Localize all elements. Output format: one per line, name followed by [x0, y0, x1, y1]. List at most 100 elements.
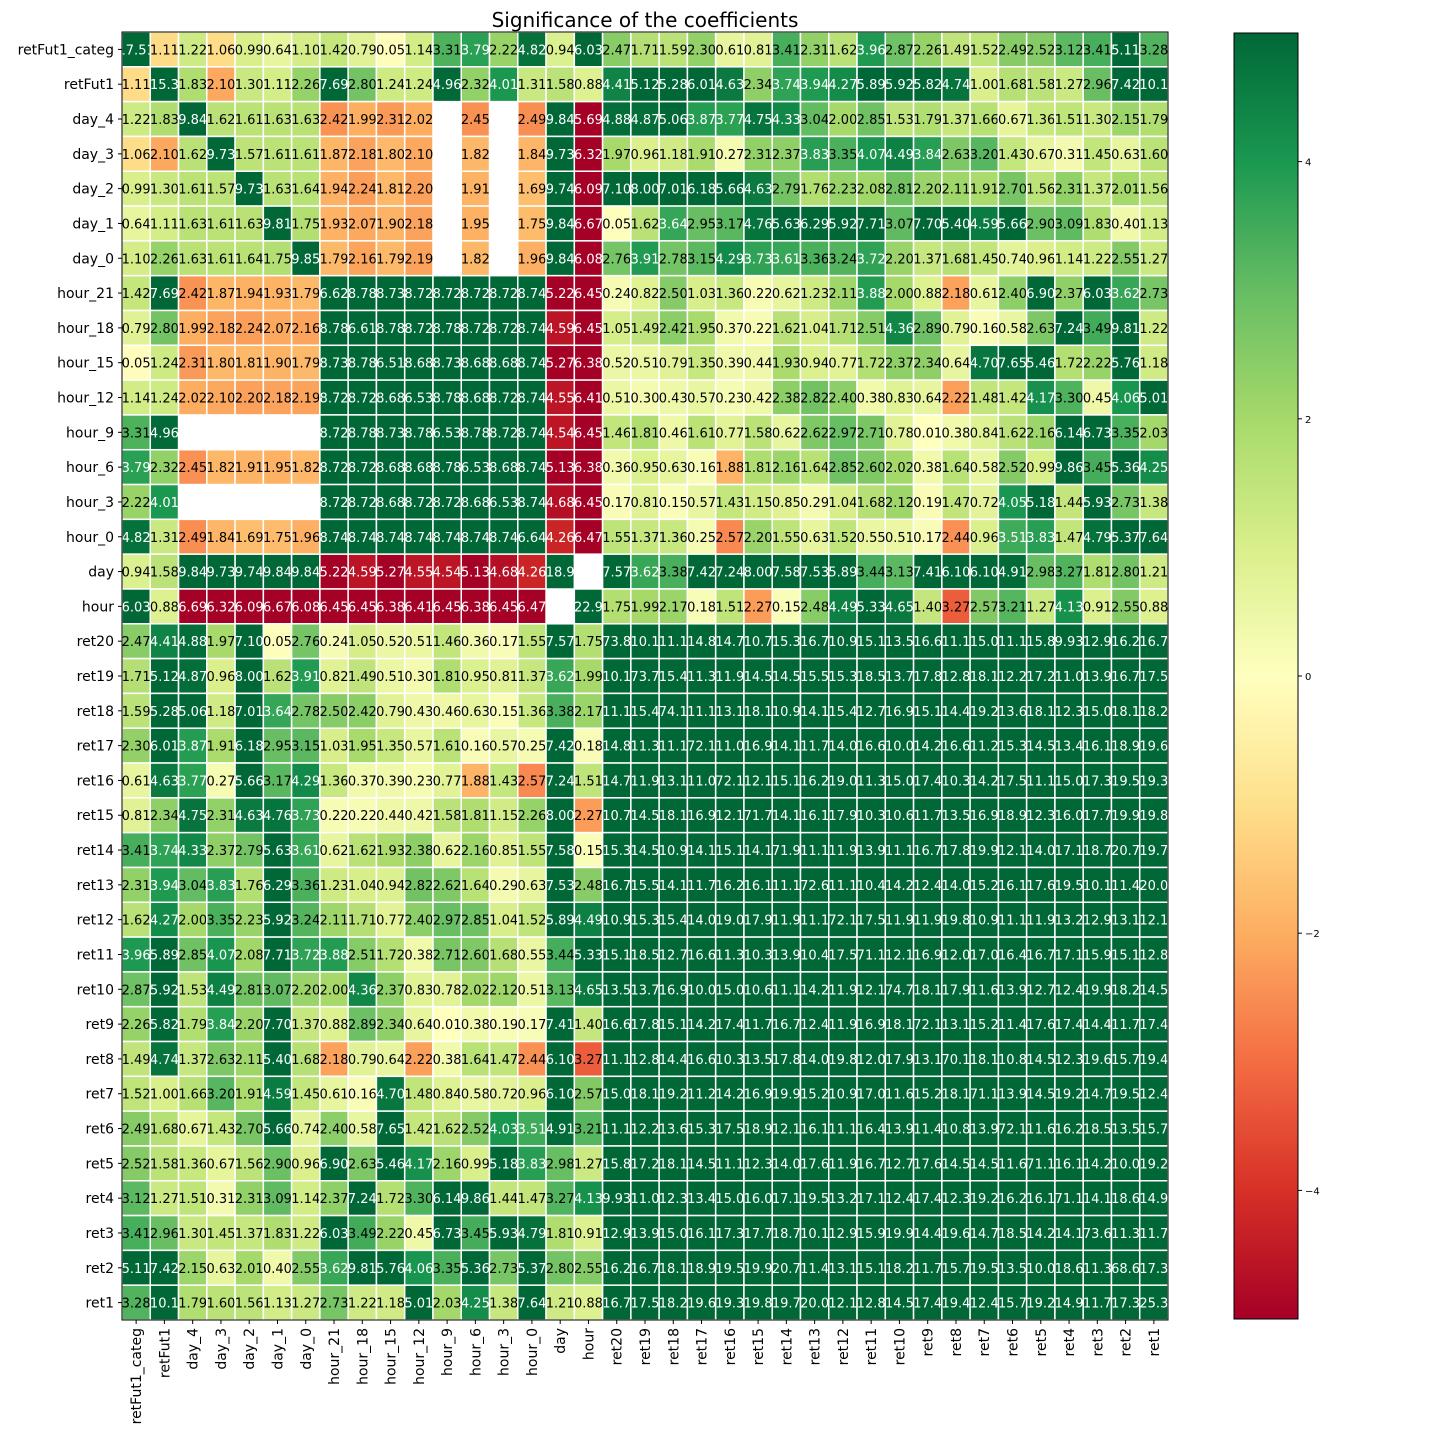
heatmap-cell-label: 1.58	[1026, 78, 1055, 93]
heatmap-cell	[488, 309, 519, 347]
heatmap-cell	[1054, 483, 1084, 521]
heatmap-cell-label: 4.79	[517, 1227, 546, 1242]
heatmap-cell-label: 2.22	[404, 1053, 433, 1068]
heatmap-cell-label: 8.78	[348, 426, 377, 441]
heatmap-cell-label: 1.55	[517, 635, 546, 650]
x-tick-label: ret13	[808, 1328, 824, 1365]
heatmap-cell-label: 5.92	[150, 983, 179, 998]
heatmap-cell-label: 8.72	[489, 392, 518, 407]
heatmap-cell-label: 16.9	[913, 948, 942, 963]
heatmap-cell-label: 6.14	[433, 1192, 462, 1207]
heatmap-cell-label: 4.70	[376, 1088, 405, 1103]
heatmap-cell-label: 3.35	[1111, 426, 1140, 441]
heatmap-cell	[1025, 518, 1056, 555]
heatmap-cell-label: 2.52	[998, 461, 1027, 476]
heatmap-cell-label: 20.7	[1111, 844, 1140, 859]
heatmap-cell-label: 11.1	[602, 705, 631, 720]
heatmap-cell-label: 0.44	[744, 357, 773, 372]
heatmap-cell-label: 2.57	[970, 600, 999, 615]
heatmap-cell-label: 8.74	[517, 426, 546, 441]
heatmap-cell	[601, 274, 632, 312]
heatmap-cell-label: 6.61	[348, 322, 377, 337]
heatmap-cell	[912, 553, 943, 590]
heatmap-cell-label: 0.99	[1026, 461, 1055, 476]
heatmap-cell-label: 4.65	[574, 983, 603, 998]
heatmap-cell-label: 17.8	[631, 1018, 660, 1033]
heatmap-cell-label: 16.7	[631, 1262, 660, 1277]
heatmap-cell-label: 16.7	[1026, 948, 1055, 963]
x-tick-label: ret2	[1119, 1328, 1135, 1356]
heatmap-cell-label: 9.81	[348, 1262, 377, 1277]
heatmap-cell-label: 17.1	[1055, 844, 1084, 859]
heatmap-cell	[771, 135, 802, 172]
heatmap-cell-label: 2.19	[404, 252, 433, 267]
chart-title: Significance of the coefficients	[492, 8, 799, 32]
heatmap-cell-label: 9.73	[235, 183, 264, 198]
heatmap-cell-label: 18.1	[744, 705, 773, 720]
heatmap-cell-label: 1.40	[913, 600, 942, 615]
heatmap-cell-label: 0.96	[517, 1088, 546, 1103]
heatmap-cell-label: 1.27	[574, 1157, 603, 1172]
heatmap-cell-label: 3.79	[122, 461, 151, 476]
heatmap-cell-label: 2.30	[122, 740, 151, 755]
heatmap-cell-label: 0.57	[489, 740, 518, 755]
heatmap-cell-label: 1.56	[1139, 183, 1168, 198]
heatmap-cell-label: 10.3	[715, 1053, 744, 1068]
heatmap-cell	[601, 170, 632, 207]
heatmap-cell-label: 1.72	[857, 357, 886, 372]
heatmap-cell-label: 6.73	[1083, 426, 1112, 441]
heatmap-cell-label: 0.52	[376, 635, 405, 650]
heatmap-cell-label: 8.73	[433, 357, 462, 372]
heatmap-cell-label: 2.10	[404, 148, 433, 163]
heatmap-cell-label: 17.2	[631, 1157, 660, 1172]
heatmap-cell-label: 6.38	[574, 461, 603, 476]
heatmap-cell-label: 1.76	[800, 183, 829, 198]
heatmap-cell	[856, 135, 887, 172]
heatmap-cell-label: 8.78	[404, 426, 433, 441]
heatmap-cell-label: 1.42	[122, 287, 151, 302]
heatmap-cell-label: 2.45	[461, 113, 490, 128]
heatmap-cell-label: 1.93	[263, 287, 292, 302]
heatmap-cell-label: 9.73	[546, 148, 575, 163]
heatmap-cell-label: 4.13	[1055, 600, 1084, 615]
heatmap-cell-label: 7.10	[602, 183, 631, 198]
heatmap-cell-label: 1.62	[433, 1123, 462, 1138]
heatmap-cell-label: 1.27	[1139, 252, 1168, 267]
heatmap-cell-label: 15.1	[602, 948, 631, 963]
heatmap-cell-label: 0.88	[1139, 600, 1168, 615]
heatmap-cell-label: 3.21	[998, 600, 1027, 615]
heatmap-cell-label: 0.05	[122, 357, 151, 372]
heatmap-cell-label: 8.68	[376, 496, 405, 511]
heatmap-cell-label: 1.82	[461, 148, 490, 163]
heatmap-cell-label: 16.7	[913, 844, 942, 859]
heatmap-cell-label: 11.1	[800, 914, 829, 929]
heatmap-cell-label: 14.4	[1083, 1018, 1112, 1033]
heatmap-cell	[828, 135, 858, 172]
heatmap-cell-label: 11.7	[913, 1262, 942, 1277]
heatmap-cell-label: 8.73	[376, 287, 405, 302]
heatmap-cell	[432, 414, 462, 451]
heatmap-cell-label: 0.51	[602, 392, 631, 407]
heatmap-cell-label: 12.7	[885, 1157, 914, 1172]
heatmap-cell-label: 2.34	[744, 78, 773, 93]
heatmap-cell	[545, 66, 576, 103]
heatmap-cell-label: 0.84	[433, 1088, 462, 1103]
heatmap-cell-label: 0.63	[517, 879, 546, 894]
heatmap-cell-label: 3.20	[970, 148, 999, 163]
heatmap-cell-label: 9.86	[1055, 461, 1084, 476]
heatmap-cell-label: 2.12	[885, 496, 914, 511]
heatmap-cell-label: 4.74	[150, 1053, 179, 1068]
heatmap-cell-label: 0.94	[122, 566, 151, 581]
heatmap-cell-label: 18.7	[1083, 844, 1112, 859]
heatmap-cell-label: 3.15	[291, 740, 320, 755]
heatmap-cell-label: 15.1	[772, 774, 801, 789]
heatmap-cell-label: 1.11	[150, 43, 179, 58]
heatmap-cell-label: 9.84	[546, 217, 575, 232]
heatmap-cell	[799, 414, 830, 451]
heatmap-cell-label: 1.58	[744, 426, 773, 441]
heatmap-cell	[262, 100, 293, 138]
heatmap-cell-label: 11.1	[998, 914, 1027, 929]
heatmap-cell-label: 7.41	[546, 1018, 575, 1033]
heatmap-cell-label: 1.24	[150, 357, 179, 372]
heatmap-cell-label: 19.2	[970, 705, 999, 720]
